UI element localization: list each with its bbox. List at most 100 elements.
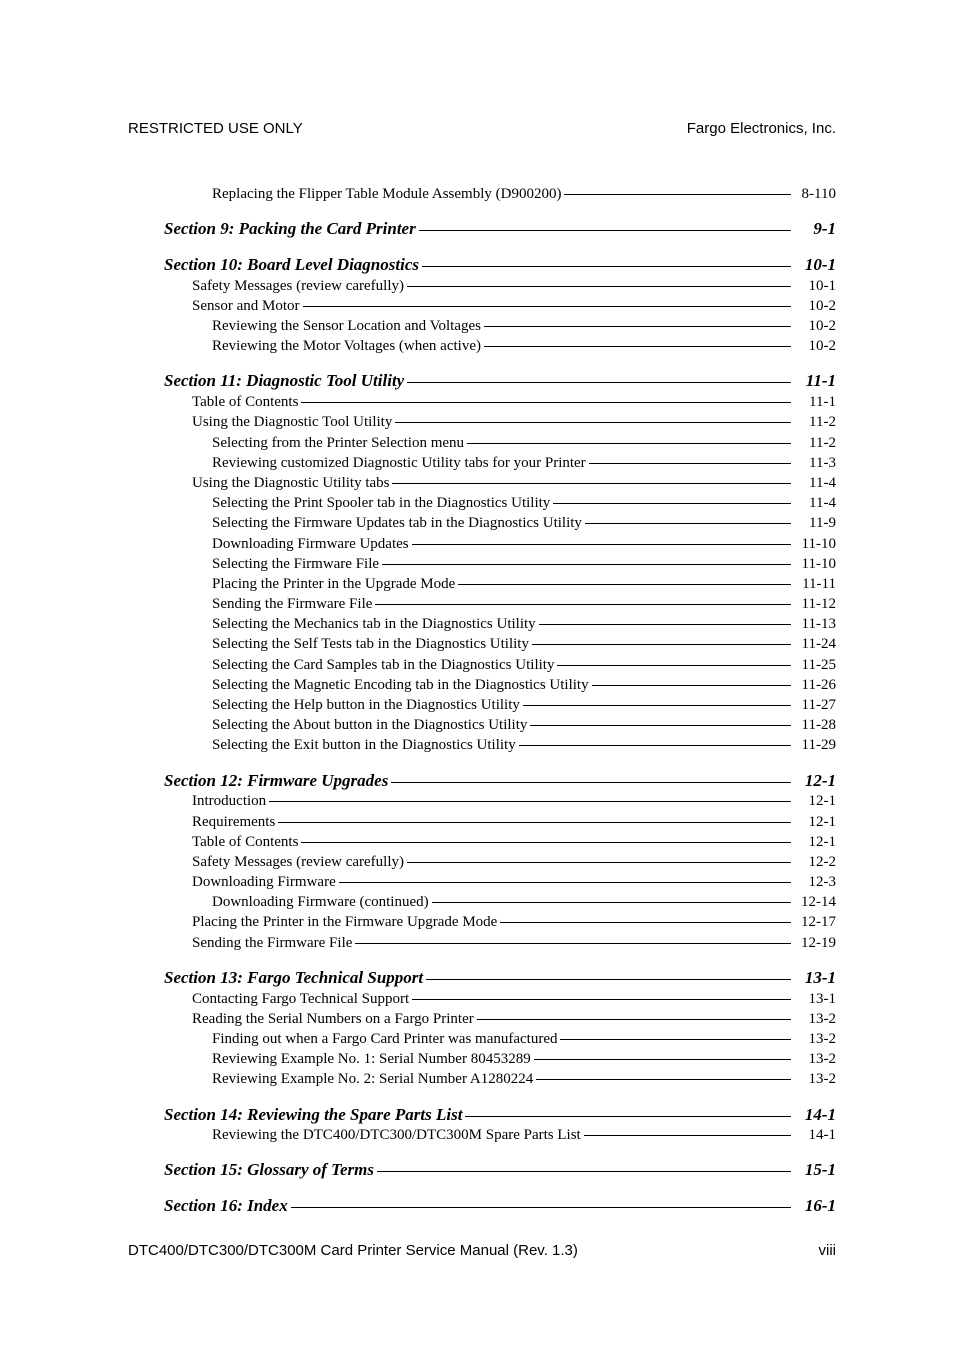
toc-entry: Section 9: Packing the Card Printer9-1 (164, 218, 836, 240)
toc-leader-line (523, 705, 791, 706)
toc-leader-line (560, 1039, 791, 1040)
toc-entry: Selecting the Magnetic Encoding tab in t… (164, 676, 836, 695)
toc-entry-page: 10-2 (794, 297, 836, 316)
toc-entry-label: Contacting Fargo Technical Support (192, 990, 409, 1009)
toc-leader-line (539, 624, 791, 625)
toc-entry-label: Replacing the Flipper Table Module Assem… (212, 185, 561, 204)
toc-leader-line (392, 483, 791, 484)
toc-entry-page: 12-2 (794, 853, 836, 872)
toc-entry-label: Using the Diagnostic Utility tabs (192, 474, 389, 493)
toc-entry-page: 13-1 (794, 990, 836, 1009)
toc-entry-page: 11-3 (794, 454, 836, 473)
toc-entry: Safety Messages (review carefully)12-2 (164, 853, 836, 872)
toc-entry: Section 13: Fargo Technical Support13-1 (164, 967, 836, 989)
toc-entry: Sending the Firmware File11-12 (164, 595, 836, 614)
toc-entry: Selecting the Card Samples tab in the Di… (164, 656, 836, 675)
toc-entry: Finding out when a Fargo Card Printer wa… (164, 1030, 836, 1049)
toc-entry-label: Using the Diagnostic Tool Utility (192, 413, 392, 432)
toc-entry-label: Section 14: Reviewing the Spare Parts Li… (164, 1104, 462, 1126)
toc-entry-page: 10-1 (794, 254, 836, 276)
toc-entry-page: 12-1 (794, 833, 836, 852)
toc-entry-page: 12-17 (794, 913, 836, 932)
page: RESTRICTED USE ONLY Fargo Electronics, I… (0, 0, 954, 1351)
toc-entry: Using the Diagnostic Tool Utility 11-2 (164, 413, 836, 432)
toc-entry-page: 13-1 (794, 967, 836, 989)
toc-entry-label: Section 9: Packing the Card Printer (164, 218, 416, 240)
toc-entry: Selecting the Firmware File 11-10 (164, 555, 836, 574)
toc-entry: Selecting the Self Tests tab in the Diag… (164, 635, 836, 654)
toc-leader-line (407, 286, 791, 287)
toc-entry: Section 14: Reviewing the Spare Parts Li… (164, 1104, 836, 1126)
toc-leader-line (412, 544, 791, 545)
toc-entry-page: 11-1 (794, 370, 836, 392)
toc-entry-page: 13-2 (794, 1050, 836, 1069)
toc-entry: Reviewing Example No. 1: Serial Number 8… (164, 1050, 836, 1069)
toc-entry-page: 13-2 (794, 1030, 836, 1049)
toc-entry: Placing the Printer in the Firmware Upgr… (164, 913, 836, 932)
toc-entry-label: Downloading Firmware (continued) (212, 893, 429, 912)
toc-entry-page: 13-2 (794, 1070, 836, 1089)
toc-entry-label: Reviewing the Sensor Location and Voltag… (212, 317, 481, 336)
toc-entry-page: 11-10 (794, 535, 836, 554)
toc-entry: Selecting from the Printer Selection men… (164, 434, 836, 453)
toc-entry-label: Placing the Printer in the Firmware Upgr… (192, 913, 497, 932)
toc-entry: Section 11: Diagnostic Tool Utility 11-1 (164, 370, 836, 392)
toc-leader-line (557, 665, 791, 666)
toc-leader-line (564, 194, 791, 195)
toc-leader-line (500, 922, 791, 923)
toc-entry-page: 14-1 (794, 1104, 836, 1126)
toc-entry-label: Finding out when a Fargo Card Printer wa… (212, 1030, 557, 1049)
toc-entry: Safety Messages (review carefully) 10-1 (164, 277, 836, 296)
toc-entry-label: Downloading Firmware Updates (212, 535, 409, 554)
toc-entry-label: Section 12: Firmware Upgrades (164, 770, 388, 792)
toc-entry: Reviewing the Motor Voltages (when activ… (164, 337, 836, 356)
toc-leader-line (484, 326, 791, 327)
toc-entry-page: 12-14 (794, 893, 836, 912)
toc-entry-page: 12-1 (794, 813, 836, 832)
toc-leader-line (377, 1171, 791, 1172)
toc-entry: Selecting the Mechanics tab in the Diagn… (164, 615, 836, 634)
toc-entry-label: Requirements (192, 813, 275, 832)
toc-leader-line (375, 604, 791, 605)
header-right: Fargo Electronics, Inc. (687, 120, 836, 137)
toc-entry: Downloading Firmware12-3 (164, 873, 836, 892)
toc-entry-label: Section 11: Diagnostic Tool Utility (164, 370, 404, 392)
page-header: RESTRICTED USE ONLY Fargo Electronics, I… (128, 120, 836, 137)
toc-entry-label: Table of Contents (192, 833, 298, 852)
toc-entry-label: Selecting the Exit button in the Diagnos… (212, 736, 516, 755)
toc-entry: Selecting the Exit button in the Diagnos… (164, 736, 836, 755)
toc-entry-page: 11-13 (794, 615, 836, 634)
table-of-contents: Replacing the Flipper Table Module Assem… (164, 185, 836, 1217)
toc-entry-page: 10-1 (794, 277, 836, 296)
toc-entry-page: 8-110 (794, 185, 836, 204)
toc-leader-line (412, 999, 791, 1000)
toc-entry-page: 13-2 (794, 1010, 836, 1029)
toc-leader-line (465, 1116, 791, 1117)
toc-leader-line (426, 979, 791, 980)
toc-leader-line (432, 902, 791, 903)
toc-entry-label: Selecting the Card Samples tab in the Di… (212, 656, 554, 675)
toc-entry-page: 11-9 (794, 514, 836, 533)
toc-entry-label: Selecting the About button in the Diagno… (212, 716, 527, 735)
toc-entry-page: 11-26 (794, 676, 836, 695)
toc-entry-page: 11-4 (794, 474, 836, 493)
toc-entry-label: Selecting the Firmware File (212, 555, 379, 574)
toc-entry-label: Safety Messages (review carefully) (192, 277, 404, 296)
toc-entry: Reviewing customized Diagnostic Utility … (164, 454, 836, 473)
toc-leader-line (407, 862, 791, 863)
toc-entry-label: Selecting the Help button in the Diagnos… (212, 696, 520, 715)
toc-entry: Section 10: Board Level Diagnostics10-1 (164, 254, 836, 276)
toc-entry-page: 11-2 (794, 413, 836, 432)
toc-entry-label: Selecting the Magnetic Encoding tab in t… (212, 676, 589, 695)
toc-leader-line (592, 685, 791, 686)
toc-entry: Introduction12-1 (164, 792, 836, 811)
toc-entry-page: 11-27 (794, 696, 836, 715)
toc-entry-page: 14-1 (794, 1126, 836, 1145)
toc-leader-line (589, 463, 791, 464)
toc-entry: Reviewing Example No. 2: Serial Number A… (164, 1070, 836, 1089)
toc-entry: Selecting the Help button in the Diagnos… (164, 696, 836, 715)
toc-entry: Reading the Serial Numbers on a Fargo Pr… (164, 1010, 836, 1029)
toc-leader-line (301, 842, 791, 843)
toc-entry: Selecting the Firmware Updates tab in th… (164, 514, 836, 533)
toc-entry-page: 11-10 (794, 555, 836, 574)
